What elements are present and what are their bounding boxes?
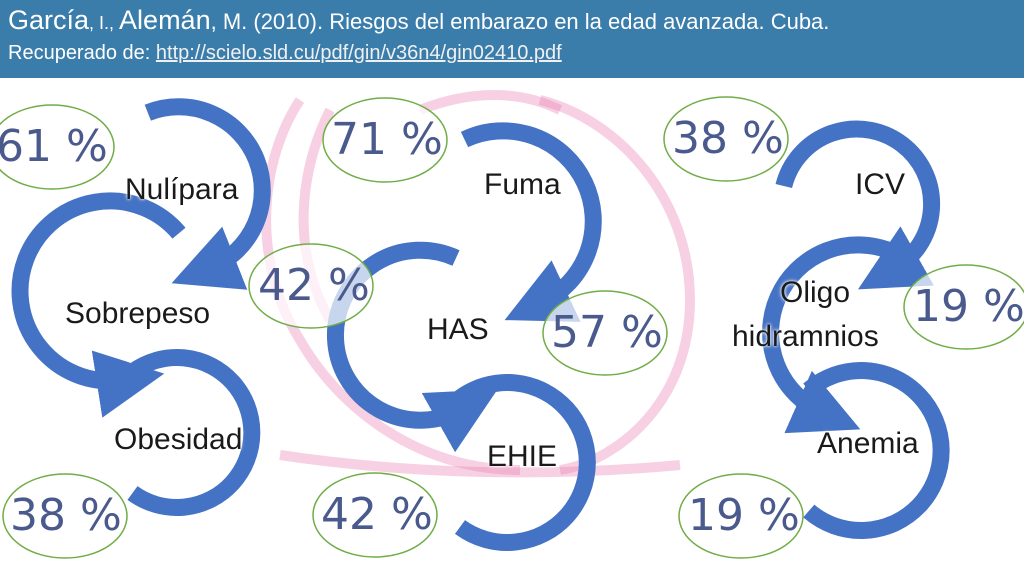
citation-line: García, I., Alemán, M. (2010). Riesgos d… xyxy=(8,4,1012,39)
node-anemia: Anemia xyxy=(817,427,919,460)
node-obesidad: Obesidad xyxy=(114,423,243,456)
citation-header: García, I., Alemán, M. (2010). Riesgos d… xyxy=(0,0,1024,78)
node-nulipara: Nulípara xyxy=(125,173,239,206)
ring-nulipara xyxy=(144,98,271,290)
group1-arrows xyxy=(11,98,271,516)
node-hidramnios: hidramnios xyxy=(732,320,879,353)
percent-fuma: 71 % xyxy=(331,114,443,165)
group2-arrows xyxy=(327,122,602,551)
retrieved-line: Recuperado de: http://scielo.sld.cu/pdf/… xyxy=(8,39,1012,67)
percent-ehie: 42 % xyxy=(321,489,433,540)
ring-sobrepeso xyxy=(11,192,186,418)
percent-obesidad: 38 % xyxy=(10,490,122,541)
percent-has: 57 % xyxy=(551,307,663,358)
pct-oval-42a xyxy=(248,243,374,329)
percent-ovals xyxy=(0,96,1024,559)
ring-fuma xyxy=(460,122,602,322)
retrieved-prefix: Recuperado de: xyxy=(8,42,156,64)
node-has: HAS xyxy=(427,313,489,346)
ring-ehie xyxy=(454,374,596,551)
percent-icv: 38 % xyxy=(672,113,784,164)
pct-oval-71 xyxy=(322,97,448,183)
pct-oval-19a xyxy=(903,264,1024,350)
citation-rest: , M. (2010). Riesgos del embarazo en la … xyxy=(210,9,830,34)
percent-nulipara: 61 % xyxy=(0,121,108,172)
ring-oligo xyxy=(762,236,898,434)
pct-oval-57 xyxy=(542,290,668,376)
percent-oligohidramnios: 19 % xyxy=(913,281,1024,332)
ring-icv xyxy=(775,120,941,290)
node-icv: ICV xyxy=(855,168,906,201)
background-sketch xyxy=(261,90,696,478)
pct-oval-42b xyxy=(312,472,438,558)
author-aleman: Alemán xyxy=(119,5,211,35)
author-garcia-initial: , I., xyxy=(89,13,120,33)
author-garcia: García xyxy=(8,5,90,35)
node-ehie: EHIE xyxy=(487,440,558,473)
node-sobrepeso: Sobrepeso xyxy=(65,297,211,330)
pct-oval-61 xyxy=(0,104,115,190)
percent-anemia: 19 % xyxy=(688,490,800,541)
pct-oval-38a xyxy=(2,473,128,559)
pct-oval-19b xyxy=(678,473,804,559)
source-link[interactable]: http://scielo.sld.cu/pdf/gin/v36n4/gin02… xyxy=(155,42,562,64)
node-fuma: Fuma xyxy=(484,168,561,201)
percent-sobrepeso: 42 % xyxy=(258,260,370,311)
ring-obesidad xyxy=(127,349,261,516)
pct-oval-38b xyxy=(663,96,789,182)
ring-has xyxy=(327,241,498,453)
group3-arrows xyxy=(762,120,950,539)
node-oligo: Oligo xyxy=(780,276,851,309)
ring-anemia xyxy=(803,362,950,539)
